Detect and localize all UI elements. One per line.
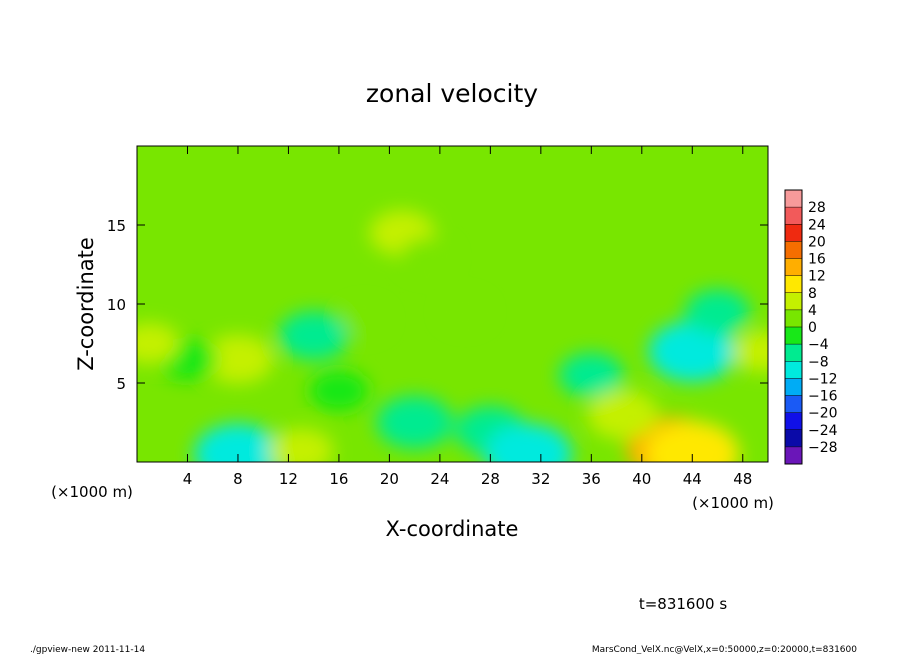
colorbar-tick-label: −12: [808, 371, 838, 387]
field-blob: [648, 320, 737, 382]
field-blob: [732, 330, 768, 372]
footer-left: ./gpview-new 2011-11-14: [30, 645, 145, 654]
colorbar-tick-label: −24: [808, 423, 838, 439]
time-annotation: t=831600 s: [639, 595, 727, 613]
colorbar-bin: [785, 241, 802, 259]
x-tick-label: 40: [632, 470, 651, 488]
colorbar-bin: [785, 412, 802, 430]
colorbar-bin: [785, 395, 802, 413]
colorbar-tick-label: −28: [808, 440, 838, 456]
y-tick-label: 10: [107, 296, 126, 314]
colorbar-bin: [785, 190, 802, 208]
colorbar-tick-label: 0: [808, 320, 817, 336]
field-blob: [268, 428, 334, 462]
x-tick-label: 48: [733, 470, 752, 488]
field-blob: [202, 334, 274, 384]
colorbar-bin: [785, 344, 802, 362]
x-tick-label: 32: [531, 470, 550, 488]
field-blob: [340, 303, 389, 337]
y-axis-ticks: 5 10 15: [107, 217, 768, 393]
x-axis-ticks: 4 8 12 16 20 24 28 32 36 40 44 48: [183, 146, 752, 488]
y-axis-label: Z-coordinate: [74, 237, 98, 371]
x-tick-label: 16: [329, 470, 348, 488]
y-tick-label: 5: [116, 375, 126, 393]
colorbar-tick-label: 16: [808, 252, 826, 268]
x-unit-label: (×1000 m): [51, 483, 133, 501]
colorbar-tick-label: 8: [808, 286, 817, 302]
colorbar-bin: [785, 378, 802, 396]
field-blob: [685, 289, 751, 335]
x-tick-label: 24: [430, 470, 449, 488]
field-blob: [441, 295, 490, 329]
x-tick-label: 20: [380, 470, 399, 488]
colorbar-tick-label: −20: [808, 406, 838, 422]
colorbar-bin: [785, 224, 802, 242]
colorbar-tick-label: −4: [808, 337, 829, 353]
field-blob: [400, 238, 455, 276]
footer-right: MarsCond_VelX.nc@VelX,x=0:50000,z=0:2000…: [592, 645, 857, 654]
colorbar-bin: [785, 309, 802, 327]
y-tick-label: 15: [107, 217, 126, 235]
colorbar-tick-label: 24: [808, 217, 826, 233]
colorbar-tick-label: 4: [808, 303, 817, 319]
colorbar-bin: [785, 327, 802, 345]
field-blob: [645, 421, 740, 462]
x-tick-label: 12: [279, 470, 298, 488]
colorbar-bin: [785, 292, 802, 310]
colorbar-tick-label: 20: [808, 234, 826, 250]
colorbar-bin: [785, 258, 802, 276]
field-blob: [376, 396, 453, 449]
field-features: [137, 210, 768, 462]
colorbar-tick-label: 12: [808, 269, 826, 285]
colorbar-tick-label: −16: [808, 389, 838, 405]
x-tick-label: 44: [683, 470, 702, 488]
colorbar-tick-label: −8: [808, 354, 829, 370]
field-blob: [278, 311, 350, 361]
x-tick-label: 28: [481, 470, 500, 488]
x-axis-label: X-coordinate: [386, 517, 519, 541]
x-tick-label: 4: [183, 470, 193, 488]
x-tick-label: 8: [233, 470, 243, 488]
field-blob: [558, 352, 624, 398]
field-blob: [309, 370, 369, 412]
x-tick-label: 36: [582, 470, 601, 488]
field-blob: [194, 423, 282, 462]
chart-title: zonal velocity: [366, 79, 538, 108]
field-blob: [137, 322, 180, 365]
colorbar-bin: [785, 361, 802, 379]
colorbar-bin: [785, 207, 802, 225]
colorbar-bin: [785, 446, 802, 464]
field-blob: [587, 390, 659, 440]
colorbar-bin: [785, 429, 802, 447]
field-blob: [484, 423, 573, 462]
x-unit-label-lower: (×1000 m): [692, 494, 774, 512]
colorbar-bin: [785, 275, 802, 293]
colorbar-tick-label: 28: [808, 200, 826, 216]
